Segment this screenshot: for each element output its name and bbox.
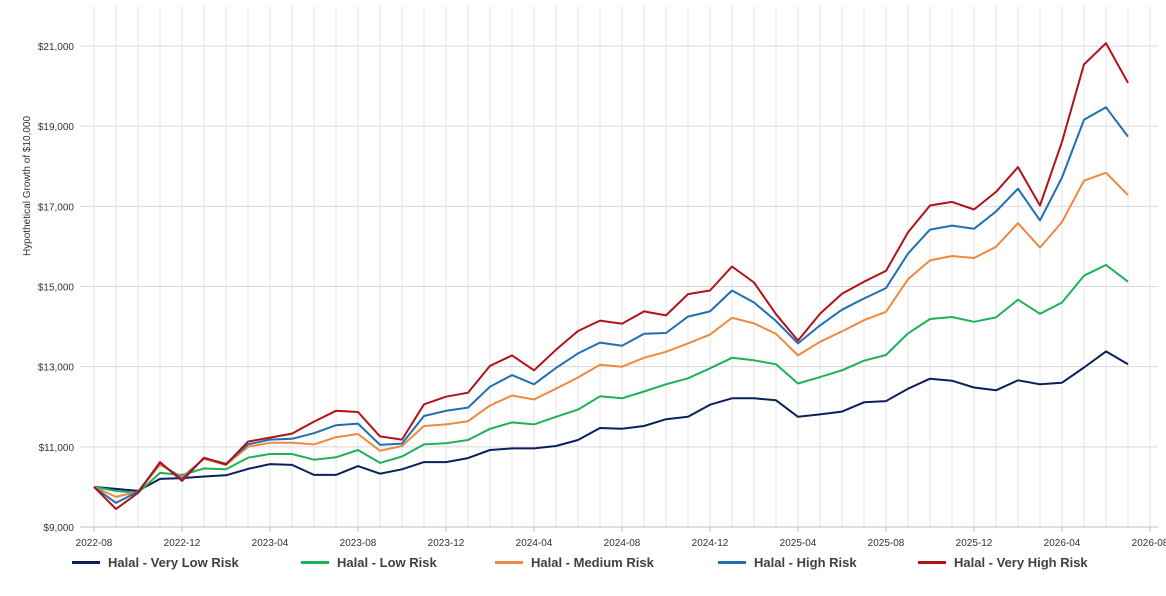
y-tick-label: $11,000 [39,443,75,454]
series-line-halal-medium-risk [93,171,1129,498]
axis-layer: $9,000 $11,000 $13,000 $15,000 $17,000 $19,00… [38,42,1166,549]
legend-item: Halal - Low Risk [301,555,437,570]
y-tick-label: $17,000 [38,202,75,213]
legend-label: Halal - Very High Risk [954,555,1088,570]
legend-label: Halal - High Risk [754,555,857,570]
legend-item: Halal - Medium Risk [495,555,654,570]
series-line-halal-very-high-risk [93,42,1129,510]
y-tick-label: $21,000 [38,42,75,53]
y-tick-label: $19,000 [38,122,75,133]
x-tick-label: 2022-12 [164,538,201,549]
legend-item: Halal - Very Low Risk [72,555,239,570]
x-tick-label: 2026-04 [1044,538,1081,549]
x-tick-label: 2024-08 [604,538,641,549]
legend-swatch [301,561,329,564]
series-line-halal-low-risk [93,263,1129,494]
x-tick-label: 2025-04 [780,538,817,549]
legend-label: Halal - Low Risk [337,555,437,570]
y-tick-label: $13,000 [38,363,75,374]
x-tick-label: 2023-08 [340,538,377,549]
legend-swatch [918,561,946,564]
series-line-halal-high-risk [93,106,1129,504]
legend-label: Halal - Medium Risk [531,555,654,570]
x-tick-label: 2023-12 [428,538,465,549]
x-tick-label: 2024-12 [692,538,729,549]
legend-swatch [718,561,746,564]
x-tick-label: 2025-12 [956,538,993,549]
x-tick-label: 2024-04 [516,538,553,549]
y-tick-label: $9,000 [43,523,74,534]
legend-swatch [72,561,100,564]
legend-item: Halal - Very High Risk [918,555,1088,570]
legend-label: Halal - Very Low Risk [108,555,239,570]
series-line-halal-very-low-risk [93,350,1129,492]
legend-swatch [495,561,523,564]
x-tick-label: 2023-04 [252,538,289,549]
x-tick-label: 2022-08 [76,538,113,549]
chart-legend: Halal - Very Low Risk Halal - Low Risk Hal… [0,555,1166,579]
y-axis-title: Hypothetical Growth of $10,000 [22,116,33,257]
y-tick-label: $15,000 [38,283,75,294]
x-tick-label: 2025-08 [868,538,905,549]
series-layer [93,42,1129,510]
x-tick-label: 2026-08 [1132,538,1166,549]
legend-item: Halal - High Risk [718,555,857,570]
